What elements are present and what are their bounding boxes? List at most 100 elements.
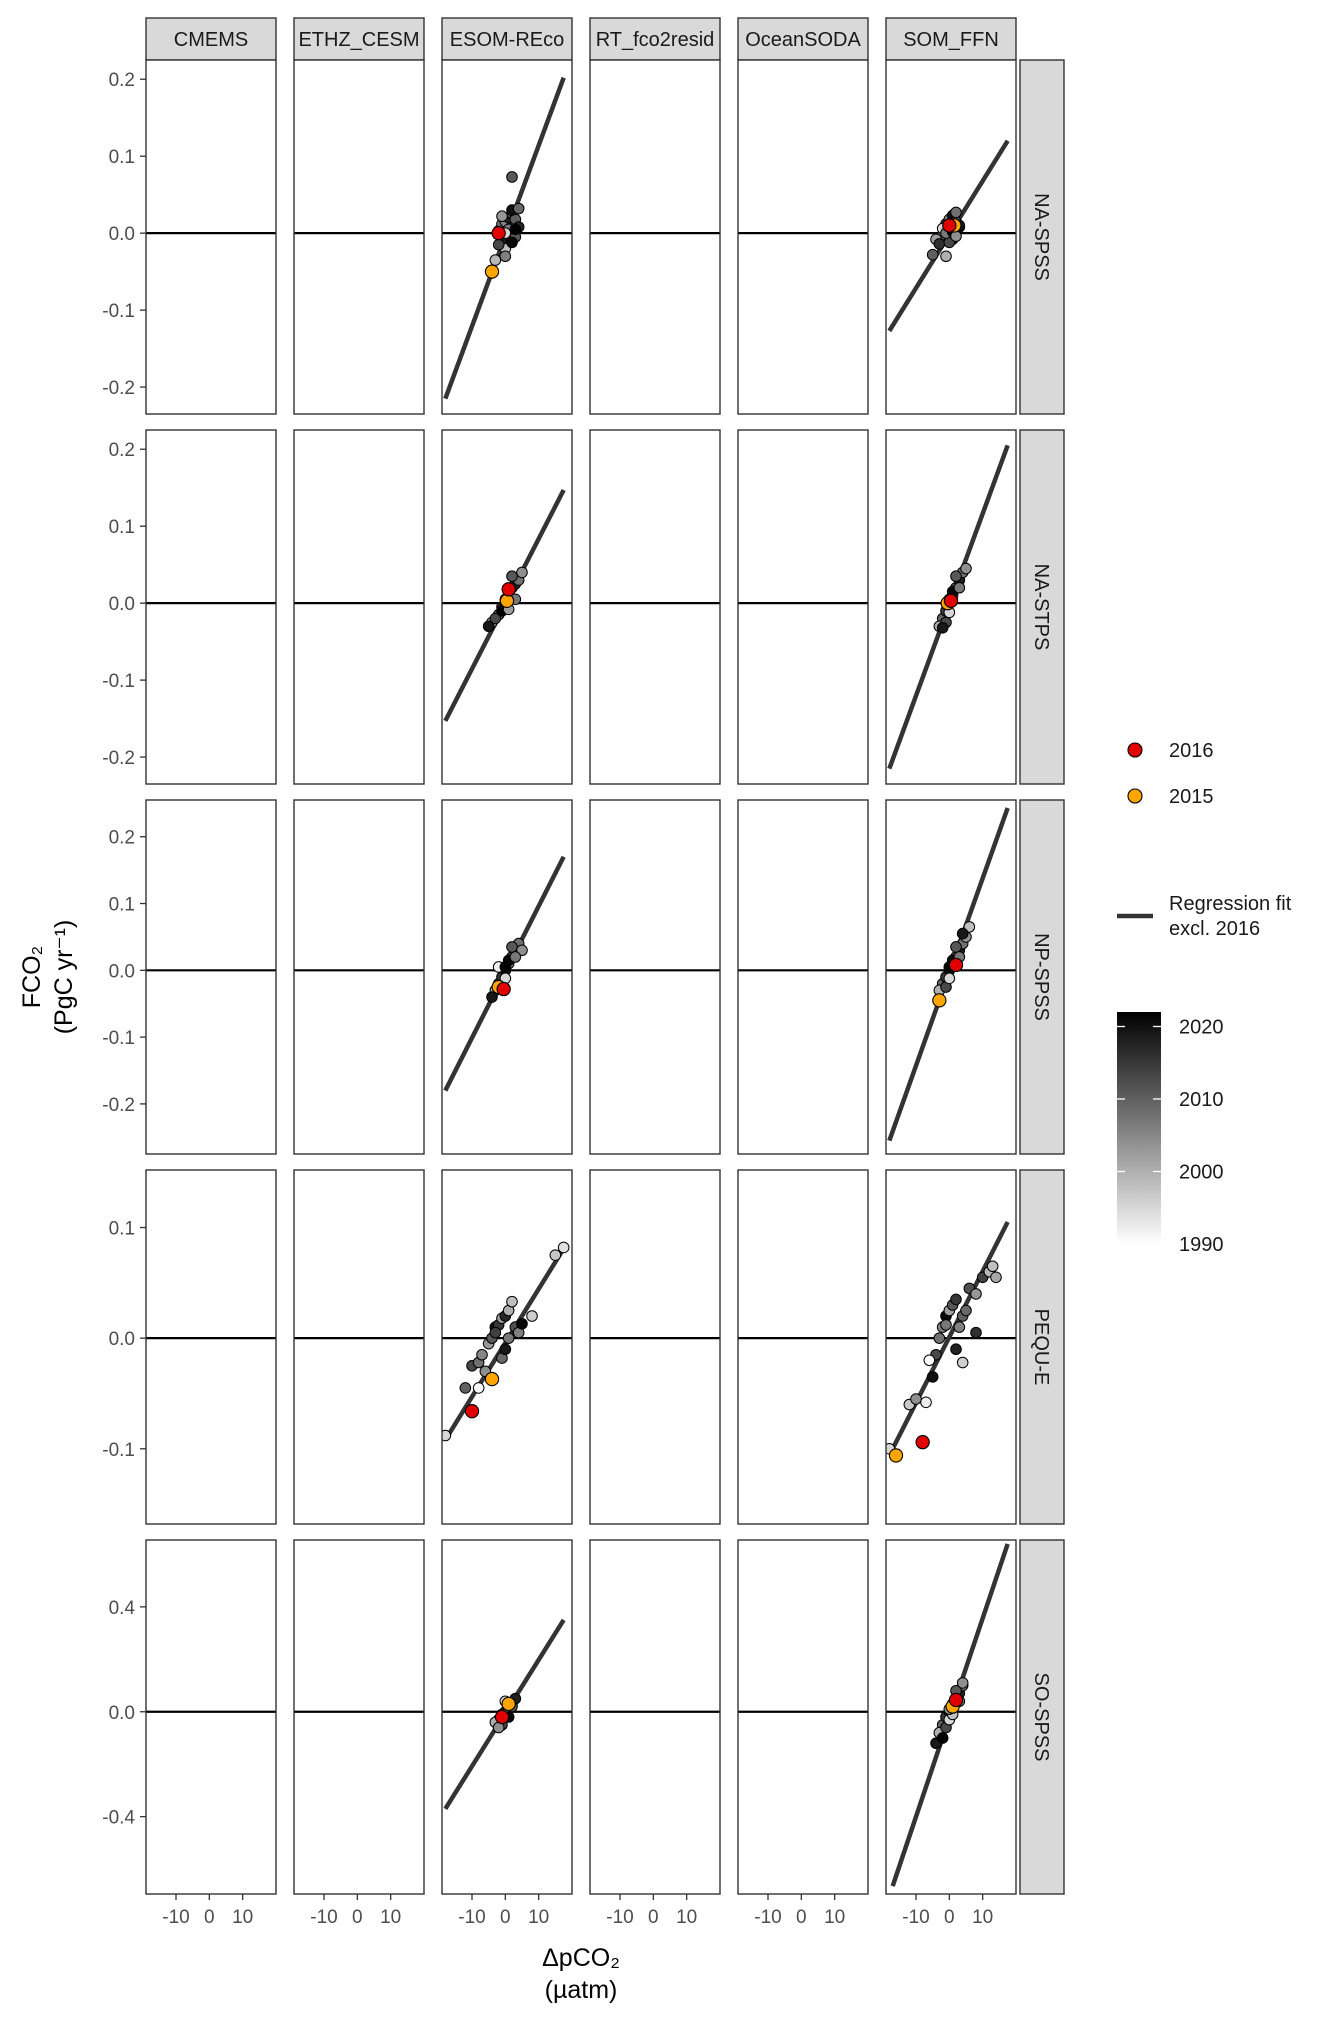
panel-na-spss-oceansoda bbox=[737, 59, 869, 415]
y-tick-label: -0.1 bbox=[102, 1440, 135, 1461]
panel-background bbox=[738, 60, 868, 414]
data-point bbox=[482, 620, 495, 633]
panel-border bbox=[885, 799, 1017, 1155]
data-point bbox=[970, 1326, 982, 1339]
row-label-pequ-e: PEQU-E bbox=[1030, 1309, 1052, 1386]
data-point bbox=[960, 1304, 972, 1317]
x-tick-label: 0 bbox=[204, 1907, 215, 1928]
data-point bbox=[489, 1326, 502, 1339]
y-axis-unit: (PgC yr⁻¹) bbox=[50, 920, 78, 1035]
panel-background bbox=[146, 430, 276, 784]
legend-label-2015: 2015 bbox=[1169, 786, 1214, 808]
panel-background bbox=[294, 60, 424, 414]
x-tick-label: 10 bbox=[972, 1907, 993, 1928]
x-tick-label: 10 bbox=[676, 1907, 697, 1928]
y-tick-label: -0.2 bbox=[102, 378, 135, 399]
panel-so-spss-som_ffn bbox=[885, 1539, 1017, 1895]
panel-border bbox=[589, 799, 721, 1155]
facet-label-oceansoda: OceanSODA bbox=[745, 29, 861, 51]
x-tick-label: 10 bbox=[380, 1907, 401, 1928]
data-point bbox=[950, 206, 962, 219]
data-point bbox=[516, 566, 528, 579]
x-tick-label: 10 bbox=[528, 1907, 549, 1928]
panel-border bbox=[145, 1539, 277, 1895]
highlight-point-2016 bbox=[501, 582, 516, 597]
x-tick-label: 0 bbox=[352, 1907, 363, 1928]
panel-so-spss-cmems bbox=[145, 1539, 277, 1895]
panel-content bbox=[886, 1543, 1016, 1887]
highlight-point-2016 bbox=[942, 218, 957, 233]
y-tick-label: 0.0 bbox=[109, 224, 135, 245]
data-point bbox=[956, 1677, 969, 1689]
panel-pequ-e-rt_fco2resid bbox=[589, 1169, 721, 1525]
panel-border bbox=[737, 1169, 869, 1525]
panel-content bbox=[886, 444, 1016, 770]
row-strip-na-stps bbox=[1019, 429, 1065, 785]
panel-border bbox=[441, 59, 573, 415]
highlight-point-2016 bbox=[943, 593, 959, 608]
x-tick-label: 0 bbox=[796, 1907, 807, 1928]
facet-strip-cmems bbox=[145, 17, 277, 61]
y-tick-label: 0.2 bbox=[109, 440, 135, 461]
panel-border bbox=[737, 59, 869, 415]
axes: -0.2 -0.1 0.0 0.1 0.2 -0.2 -0.1 0.0 0.1 0.2 -0.2 -0… bbox=[102, 70, 993, 1928]
data-point bbox=[926, 248, 939, 261]
x-tick-label: 0 bbox=[648, 1907, 659, 1928]
data-point bbox=[506, 171, 518, 183]
panel-na-spss-cmems bbox=[145, 59, 277, 415]
data-point bbox=[496, 210, 508, 223]
data-point bbox=[986, 1260, 999, 1273]
panel-content bbox=[886, 807, 1016, 1142]
data-point bbox=[557, 1241, 570, 1254]
panel-np-spss-oceansoda bbox=[737, 799, 869, 1155]
panel-border bbox=[293, 59, 425, 415]
panel-border bbox=[441, 799, 573, 1155]
data-point bbox=[459, 1382, 472, 1394]
row-strip-so-spss bbox=[1019, 1539, 1065, 1895]
panel-background bbox=[590, 1170, 720, 1524]
x-tick-label: -10 bbox=[606, 1907, 633, 1928]
panel-border bbox=[737, 1539, 869, 1895]
panel-grid: CMEMS ETHZ_CESM ESOM-REco RT_fco2resid Ocean… bbox=[145, 17, 1065, 1895]
legend-label-2016: 2016 bbox=[1169, 740, 1214, 762]
panel-content bbox=[442, 855, 572, 1092]
x-tick-label: 10 bbox=[232, 1907, 253, 1928]
y-tick-label: 0.2 bbox=[109, 70, 135, 91]
facet-strip-som_ffn bbox=[885, 17, 1017, 61]
data-point bbox=[960, 562, 972, 575]
panel-border bbox=[145, 799, 277, 1155]
panel-np-spss-esom-reco bbox=[441, 799, 573, 1155]
facet-label-cmems: CMEMS bbox=[174, 29, 248, 51]
panel-background bbox=[294, 1170, 424, 1524]
panel-border bbox=[441, 429, 573, 785]
panel-border bbox=[737, 429, 869, 785]
panel-content bbox=[442, 1241, 572, 1442]
panel-background bbox=[146, 800, 276, 1154]
y-axis-title: FCO₂ bbox=[18, 946, 46, 1008]
panel-border bbox=[441, 1539, 573, 1895]
y-tick-label: 0.1 bbox=[109, 895, 135, 916]
panel-na-stps-som_ffn bbox=[885, 429, 1017, 785]
data-point bbox=[953, 1321, 966, 1333]
panel-border bbox=[589, 429, 721, 785]
data-point bbox=[950, 1343, 962, 1356]
y-tick-label: -0.2 bbox=[102, 748, 135, 769]
data-point bbox=[476, 1348, 488, 1361]
data-point bbox=[950, 570, 962, 583]
data-point bbox=[943, 972, 956, 985]
data-point bbox=[512, 202, 525, 215]
data-point bbox=[509, 951, 522, 963]
panel-border bbox=[145, 429, 277, 785]
data-point bbox=[940, 1319, 952, 1331]
panel-na-spss-rt_fco2resid bbox=[589, 59, 721, 415]
row-label-na-spss: NA-SPSS bbox=[1030, 193, 1052, 281]
panel-content bbox=[442, 488, 572, 722]
panel-border bbox=[737, 799, 869, 1155]
highlight-point-2015 bbox=[484, 264, 500, 279]
data-point bbox=[940, 250, 952, 263]
data-point bbox=[489, 254, 502, 266]
panel-border bbox=[885, 59, 1017, 415]
y-tick-label: 0.0 bbox=[109, 1703, 135, 1724]
